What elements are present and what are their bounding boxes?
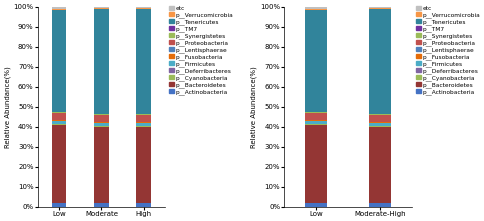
- Bar: [304, 203, 327, 207]
- Bar: [136, 127, 151, 203]
- Bar: [304, 121, 327, 124]
- Bar: [51, 124, 66, 125]
- Bar: [51, 9, 66, 10]
- Bar: [94, 115, 108, 122]
- Bar: [94, 114, 108, 115]
- Bar: [368, 115, 390, 122]
- Y-axis label: Relative Abundance(%): Relative Abundance(%): [4, 66, 11, 148]
- Bar: [94, 126, 108, 127]
- Legend: etc, p__Verrucomicrobia, p__Tenericutes, p__TM7, p__Synergistetes, p__Proteobact: etc, p__Verrucomicrobia, p__Tenericutes,…: [415, 6, 480, 95]
- Bar: [51, 120, 66, 121]
- Bar: [94, 8, 108, 9]
- Bar: [304, 113, 327, 120]
- Bar: [51, 121, 66, 124]
- Bar: [368, 8, 390, 9]
- Bar: [368, 122, 390, 123]
- Bar: [136, 122, 151, 123]
- Bar: [136, 115, 151, 122]
- Bar: [51, 112, 66, 113]
- Bar: [51, 203, 66, 207]
- Bar: [304, 120, 327, 121]
- Bar: [136, 8, 151, 9]
- Bar: [51, 125, 66, 203]
- Bar: [136, 126, 151, 127]
- Bar: [368, 123, 390, 126]
- Bar: [368, 114, 390, 115]
- Y-axis label: Relative Abundance(%): Relative Abundance(%): [250, 66, 257, 148]
- Bar: [94, 203, 108, 207]
- Legend: etc, p__Verrucomicrobia, p__Tenericutes, p__TM7, p__Synergistetes, p__Proteobact: etc, p__Verrucomicrobia, p__Tenericutes,…: [169, 6, 233, 95]
- Bar: [51, 10, 66, 112]
- Bar: [304, 112, 327, 113]
- Bar: [94, 122, 108, 123]
- Bar: [136, 123, 151, 126]
- Bar: [368, 9, 390, 114]
- Bar: [51, 113, 66, 120]
- Bar: [304, 7, 327, 9]
- Bar: [136, 6, 151, 8]
- Bar: [368, 126, 390, 127]
- Bar: [51, 7, 66, 9]
- Bar: [94, 9, 108, 114]
- Bar: [304, 10, 327, 112]
- Bar: [304, 9, 327, 10]
- Bar: [136, 114, 151, 115]
- Bar: [304, 124, 327, 125]
- Bar: [304, 125, 327, 203]
- Bar: [136, 9, 151, 114]
- Bar: [368, 7, 390, 8]
- Bar: [136, 203, 151, 207]
- Bar: [368, 203, 390, 207]
- Bar: [94, 7, 108, 8]
- Bar: [94, 123, 108, 126]
- Bar: [94, 127, 108, 203]
- Bar: [368, 127, 390, 203]
